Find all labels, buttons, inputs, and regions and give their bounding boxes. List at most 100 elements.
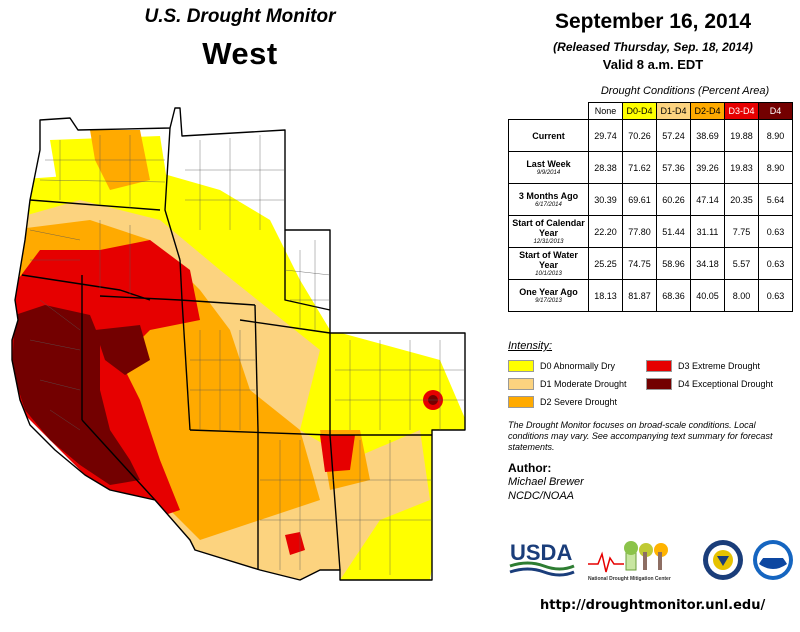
row-header: One Year Ago 9/17/2013 (508, 279, 589, 312)
author-org: NCDC/NOAA (508, 490, 575, 502)
table-cell: 58.96 (656, 247, 691, 280)
table-header-row: None D0-D4 D1-D4 D2-D4 D3-D4 D4 (509, 102, 793, 120)
row-label: One Year Ago (519, 286, 578, 297)
table-cell: 8.90 (758, 151, 793, 184)
release-date: (Released Thursday, Sep. 18, 2014) (553, 40, 753, 54)
legend-label: D1 Moderate Drought (540, 379, 627, 389)
noaa-seal-icon (753, 540, 793, 580)
legend-swatch (508, 378, 534, 390)
map-title-prefix: U.S. Drought Monitor (144, 6, 336, 27)
table-cell: 40.05 (690, 279, 725, 312)
legend-label: D2 Severe Drought (540, 397, 618, 407)
table-caption: Drought Conditions (Percent Area) (600, 85, 770, 97)
row-date: 9/9/2014 (536, 169, 561, 176)
legend-item: D4 Exceptional Drought (646, 378, 773, 390)
legend-swatch (646, 360, 672, 372)
legend-label: D4 Exceptional Drought (678, 379, 774, 389)
legend-item: D0 Abnormally Dry (508, 360, 615, 372)
row-date: 10/1/2013 (535, 270, 562, 277)
table-cell: 30.39 (588, 183, 623, 216)
table-cell: 8.00 (724, 279, 759, 312)
table-cell: 20.35 (724, 183, 759, 216)
legend-title: Intensity: (508, 340, 553, 352)
agency-logos: USDA National Drought Mitigation Center (508, 536, 798, 586)
table-cell: 81.87 (622, 279, 657, 312)
table-row: Start of Calendar Year 12/31/2013 22.20 77.… (508, 215, 793, 248)
row-label: Start of Calendar Year (512, 217, 585, 238)
row-date: 12/31/2013 (533, 238, 564, 245)
table-cell: 25.25 (588, 247, 623, 280)
col-header: D3-D4 (724, 102, 759, 120)
table-row: 3 Months Ago 6/17/2014 30.39 69.61 60.26 47.1… (508, 183, 793, 216)
table-cell: 70.26 (622, 119, 657, 152)
table-cell: 31.11 (690, 215, 725, 248)
doc-seal-icon (703, 540, 743, 580)
table-cell: 0.63 (758, 215, 793, 248)
table-cell: 7.75 (724, 215, 759, 248)
table-cell: 39.26 (690, 151, 725, 184)
table-cell: 60.26 (656, 183, 691, 216)
table-cell: 5.57 (724, 247, 759, 280)
col-header: D4 (758, 102, 793, 120)
map-title: U.S. Drought Monitor West (110, 6, 370, 72)
legend-swatch (646, 378, 672, 390)
row-label: 3 Months Ago (518, 190, 579, 201)
legend-swatch (508, 396, 534, 408)
table-cell: 8.90 (758, 119, 793, 152)
table-cell: 19.88 (724, 119, 759, 152)
legend-item: D3 Extreme Drought (646, 360, 760, 372)
map-date: September 16, 2014 (554, 10, 752, 33)
ndmc-logo: National Drought Mitigation Center (588, 541, 671, 582)
date-header: September 16, 2014 (Released Thursday, S… (508, 10, 798, 72)
author-block: Author: Michael Brewer NCDC/NOAA (508, 461, 584, 503)
drought-stats-table: None D0-D4 D1-D4 D2-D4 D3-D4 D4 Current 2… (508, 102, 793, 312)
row-date: 9/17/2013 (535, 297, 562, 304)
table-cell: 19.83 (724, 151, 759, 184)
author-label: Author: (508, 461, 552, 475)
table-cell: 18.13 (588, 279, 623, 312)
legend-label: D3 Extreme Drought (678, 361, 761, 371)
table-cell: 69.61 (622, 183, 657, 216)
legend-item: D2 Severe Drought (508, 396, 617, 408)
row-header: Current (508, 119, 589, 152)
intensity-legend: Intensity: D0 Abnormally Dry D1 Moderate… (508, 340, 798, 408)
table-cell: 51.44 (656, 215, 691, 248)
usda-logo-text: USDA (510, 540, 572, 565)
table-cell: 38.69 (690, 119, 725, 152)
row-header: Last Week 9/9/2014 (508, 151, 589, 184)
source-url[interactable]: http://droughtmonitor.unl.edu/ (540, 598, 766, 613)
table-row: Last Week 9/9/2014 28.38 71.62 57.36 39.26 19.… (508, 151, 793, 184)
table-cell: 47.14 (690, 183, 725, 216)
table-cell: 0.63 (758, 247, 793, 280)
col-header: D1-D4 (656, 102, 691, 120)
table-cell: 29.74 (588, 119, 623, 152)
table-cell: 34.18 (690, 247, 725, 280)
disclaimer-note: The Drought Monitor focuses on broad-sca… (508, 420, 773, 452)
table-cell: 5.64 (758, 183, 793, 216)
ndmc-logo-text: National Drought Mitigation Center (588, 576, 671, 582)
table-corner (509, 103, 589, 120)
legend-item: D1 Moderate Drought (508, 378, 627, 390)
legend-swatch (508, 360, 534, 372)
table-cell: 0.63 (758, 279, 793, 312)
legend-label: D0 Abnormally Dry (540, 361, 616, 371)
table-cell: 68.36 (656, 279, 691, 312)
table-row: Current 29.74 70.26 57.24 38.69 19.88 8.90 (508, 119, 793, 152)
drought-map (11, 107, 466, 581)
col-header: D2-D4 (690, 102, 725, 120)
table-row: Start of Water Year 10/1/2013 25.25 74.75 58… (508, 247, 793, 280)
row-label: Start of Water Year (519, 249, 578, 270)
row-label: Current (532, 130, 565, 141)
table-cell: 28.38 (588, 151, 623, 184)
table-cell: 57.24 (656, 119, 691, 152)
table-cell: 22.20 (588, 215, 623, 248)
valid-time: Valid 8 a.m. EDT (602, 57, 704, 72)
row-label: Last Week (526, 158, 571, 169)
author-name: Michael Brewer (508, 476, 584, 488)
col-header: D0-D4 (622, 102, 657, 120)
table-cell: 77.80 (622, 215, 657, 248)
row-header: Start of Calendar Year 12/31/2013 (508, 215, 589, 248)
table-cell: 71.62 (622, 151, 657, 184)
row-date: 6/17/2014 (535, 201, 562, 208)
table-cell: 74.75 (622, 247, 657, 280)
